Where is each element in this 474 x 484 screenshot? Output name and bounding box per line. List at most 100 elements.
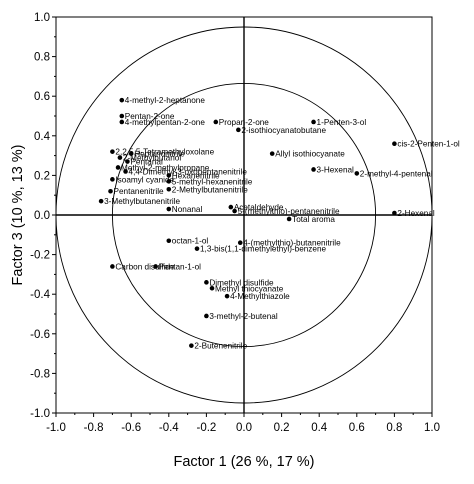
data-point [110,264,115,269]
point-label: 4,4-Dimethyl-3-oxopentanenitrile [129,167,248,176]
point-label: 2,2,5,5-Tetramethyloxolane [115,148,214,157]
data-point [204,313,209,319]
data-point [166,186,172,192]
data-point [228,204,234,210]
y-axis-label: Factor 3 (10 %, 13 %) [10,144,26,285]
point-label: Propan-2-one [219,118,270,127]
point-label: Acetaldehyde [234,203,284,212]
data-point [125,159,130,164]
x-tick-label: 0.2 [274,422,290,434]
data-point [119,97,125,103]
y-tick-label: -0.4 [30,289,50,301]
data-point [123,169,128,174]
x-axis-label: Factor 1 (26 %, 17 %) [173,454,314,470]
x-tick-label: 0.0 [236,422,252,434]
data-point [269,151,275,156]
point-label: 2-Methylbutanenitrile [172,185,248,194]
data-point [194,246,200,251]
point-label: 3-Hexenal [317,165,355,174]
data-point [119,119,125,125]
data-point [117,155,123,160]
point-label: 2-Hexenal [397,209,435,218]
x-tick-label: -0.4 [159,422,179,434]
data-point [224,293,230,299]
point-label: Allyl isothiocyanate [275,150,345,159]
point-label: 5-methyl-hexanenitrile [172,177,253,186]
data-point [166,206,172,212]
point-label: 2-methyl-4-pentenal [360,169,433,178]
point-label: 3-Methylbutanenitrile [104,197,180,206]
data-point [153,264,158,269]
data-point [311,167,316,172]
data-point [392,210,397,216]
point-label: Pentan-1-ol [159,262,202,271]
tick-labels: -1.0 -0.8 -0.6 -0.4 -0.2 0.0 0.2 0.4 0.6 0.8 1.0 1.… [30,12,440,434]
point-label: Hexanenitrile [172,171,220,180]
point-label: 5-(methylthio)-pentanenitrile [238,207,340,216]
y-tick-label: -0.2 [30,250,50,262]
y-tick-label: 0.2 [34,170,50,182]
x-tick-label: -0.8 [84,422,104,434]
data-point [166,173,172,178]
data-point [237,240,243,246]
x-tick-label: -1.0 [46,422,66,434]
point-label: Isoamyl cyanide [115,175,174,184]
point-label: 3-methyl-2-butenal [209,312,277,321]
data-point [119,113,125,119]
data-point [110,149,115,154]
point-label: Heptanonitrile [134,150,185,159]
point-label: Dimethyl disulfide [209,278,274,287]
data-point [204,280,209,285]
data-point [236,127,241,133]
data-point [115,165,121,170]
data-point [213,119,219,125]
x-tick-label: 0.8 [386,422,402,434]
y-tick-label: 0.8 [34,52,50,64]
point-label: 4-Methylthiazole [230,292,290,301]
point-label: 2-Butenenitrile [194,342,247,351]
y-tick-label: 0.4 [34,131,51,143]
point-label: 2-isothiocyanatobutane [241,126,326,135]
data-point [232,208,237,214]
point-label: 1-Penten-3-ol [317,118,367,127]
x-tick-label: -0.2 [196,422,216,434]
data-point [209,285,215,291]
point-label: cis-2-Penten-1-ol [397,140,460,149]
point-label: Pentanenitrile [114,187,165,196]
point-label: 4-methyl-2-heptanone [125,96,206,105]
point-label: 4-(methylthio)-butanenitrile [243,239,341,248]
x-tick-label: 0.6 [349,422,365,434]
point-label: Methyl thiocyanate [215,284,284,293]
y-tick-label: -0.8 [30,368,50,380]
data-point [189,343,194,348]
point-label: 4-methylpentan-2-one [125,118,206,127]
y-tick-label: -1.0 [30,408,50,420]
data-point [311,119,316,125]
point-label: Methyl-2-methylpropane [121,163,210,172]
y-tick-label: 1.0 [34,12,50,24]
data-point [286,216,292,222]
x-tick-label: -0.6 [121,422,141,434]
point-label: Pentanal [130,158,163,167]
point-label: 2-Methylbutanol [123,154,181,163]
point-label: Carbon disulfide [115,262,175,271]
y-tick-label: 0.0 [34,210,50,222]
data-point [110,177,115,182]
y-tick-label: 0.6 [34,91,50,103]
point-label: 1,3-bis(1,1-dimethylethyl)-benzene [200,245,327,254]
data-point [98,198,104,204]
point-label: Total aroma [292,215,335,224]
data-point [166,179,172,184]
x-tick-label: 0.4 [311,422,328,434]
axis-ticks [52,16,433,417]
data-point [128,151,134,156]
x-tick-label: 1.0 [424,422,440,434]
point-label: octan-1-ol [172,237,209,246]
data-point [166,238,172,244]
y-tick-label: -0.6 [30,329,50,341]
data-points: 4-methyl-2-heptanone Pentan-2-one4-methyl… [98,96,460,351]
data-point [354,171,360,176]
data-point [108,188,113,194]
data-point [392,141,397,147]
